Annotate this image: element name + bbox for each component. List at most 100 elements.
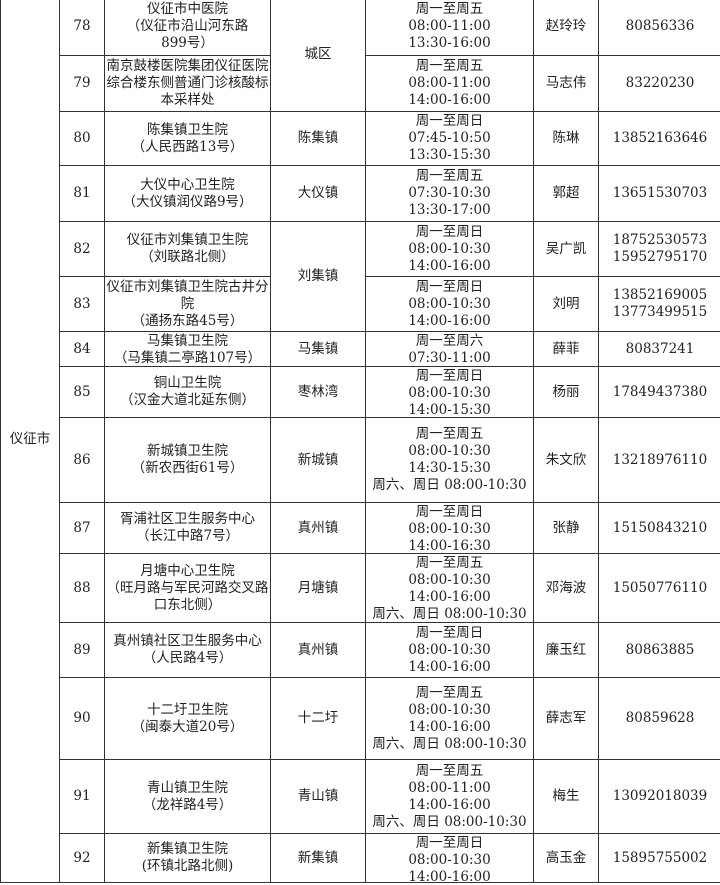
row-number: 89 <box>59 622 105 678</box>
table-row: 86 新城镇卫生院 （新农西街61号） 新城镇 周一至周五 08:00-10:30 14:3… <box>1 417 720 503</box>
contact-person: 杨丽 <box>533 366 599 418</box>
row-number: 91 <box>59 759 105 834</box>
district: 大仪镇 <box>270 165 366 222</box>
contact-person: 陈琳 <box>533 111 599 166</box>
district-line: 城区 <box>304 45 332 62</box>
district-line: 新集镇 <box>297 849 339 866</box>
contact-person-line: 朱文欣 <box>545 451 587 468</box>
service-hours-line: 07:30-10:30 <box>408 185 491 201</box>
phone-number-line: 83220230 <box>625 75 695 91</box>
site-name-address-line: 铜山卫生院 <box>153 375 222 391</box>
contact-person: 刘明 <box>533 276 599 332</box>
service-hours: 周一至周五 08:00-10:30 14:00-16:00 周六、周日 08:00-1… <box>365 553 534 623</box>
row-number-line: 84 <box>73 340 91 357</box>
table-row: 79 南京鼓楼医院集团仪征医院 综合楼东侧普通门诊核酸标 本采样处 周一至周五 08:00… <box>1 55 720 112</box>
service-hours-line: 14:00-16:00 <box>408 658 491 675</box>
service-hours-line: 14:00-16:00 <box>408 588 491 605</box>
contact-person: 郭超 <box>533 165 599 222</box>
district: 陈集镇 <box>270 111 366 166</box>
table-row: 83 仪征市刘集镇卫生院古井分院（通扬东路45号） 周一至周日 08:00-10:30… <box>1 276 720 332</box>
site-name-address-line: 本采样处 <box>160 92 215 108</box>
service-hours: 周一至周五 08:00-10:30 14:30-15:30 周六、周日 08:00-1… <box>365 417 534 503</box>
site-name-address-line: 院 <box>180 295 195 312</box>
row-number: 88 <box>59 553 105 623</box>
contact-person: 吴广凯 <box>533 221 599 277</box>
site-name-address: 仪征市中医院 （仪征市沿山河东路 899号） <box>104 0 271 56</box>
phone-number: 80837241 <box>598 331 720 367</box>
site-name-address: 大仪中心卫生院 （大仪镇润仪路9号） <box>104 165 271 222</box>
service-hours-line: 14:30-15:30 <box>408 460 491 476</box>
site-name-address-line: （马集镇二亭路107号） <box>113 349 262 366</box>
contact-person-line: 薛志军 <box>545 710 587 726</box>
phone-number-line: 80859628 <box>625 710 695 726</box>
site-name-address-line: 胥浦社区卫生服务中心 <box>120 511 255 527</box>
service-hours-line: 周六、周日 08:00-10:30 <box>372 813 527 830</box>
service-hours-line: 14:00-16:00 <box>408 312 491 329</box>
contact-person-line: 赵玲玲 <box>545 17 587 34</box>
service-hours-line: 周六、周日 08:00-10:30 <box>372 735 527 752</box>
contact-person: 马志伟 <box>533 55 599 112</box>
service-hours-line: 周一至周日 <box>415 113 484 129</box>
contact-person: 梅生 <box>533 759 599 834</box>
contact-person: 薛菲 <box>533 331 599 367</box>
site-name-address-line: （仪征市沿山河东路 <box>126 17 249 34</box>
site-name-address-line: 新集镇卫生院 <box>147 841 228 857</box>
site-name-address: 真州镇社区卫生服务中心 （人民路4号） <box>104 622 271 678</box>
phone-number-line: 17849437380 <box>612 383 708 400</box>
site-name-address: 仪征市刘集镇卫生院 （刘联路北侧） <box>104 221 271 277</box>
site-name-address-line: 仪征市刘集镇卫生院古井分 <box>106 278 269 295</box>
service-hours-line: 周一至周五 <box>415 168 484 184</box>
site-name-address-line: 青山镇卫生院 <box>147 779 228 796</box>
row-number-line: 92 <box>73 849 91 866</box>
district: 新集镇 <box>270 833 366 883</box>
service-hours-line: 周一至周日 <box>415 624 484 641</box>
service-hours-line: 周一至周日 <box>415 278 484 295</box>
site-name-address: 新城镇卫生院 （新农西街61号） <box>104 417 271 503</box>
service-hours-line: 周一至周五 <box>415 554 484 571</box>
contact-person-line: 张静 <box>552 519 580 536</box>
service-hours: 周一至周日 08:00-10:30 14:00-15:30 <box>365 366 534 418</box>
site-name-address-line: 月塘中心卫生院 <box>140 562 235 579</box>
district-line: 陈集镇 <box>297 130 339 146</box>
city-cell-line: 仪征市 <box>9 431 51 447</box>
phone-number-line: 13773499515 <box>612 304 708 320</box>
contact-person: 张静 <box>533 502 599 554</box>
phone-number: 15150843210 <box>598 502 720 554</box>
service-hours: 周一至周五 07:30-10:30 13:30-17:00 <box>365 165 534 222</box>
table-row: 80 陈集镇卫生院 （人民西路13号） 陈集镇 周一至周日 07:45-10:50 13:3… <box>1 111 720 166</box>
contact-person-line: 高玉金 <box>545 849 587 866</box>
row-number: 90 <box>59 677 105 760</box>
district-line: 枣林湾 <box>297 383 339 400</box>
site-name-address: 仪征市刘集镇卫生院古井分院（通扬东路45号） <box>104 276 271 332</box>
site-name-address-line: 899号） <box>161 34 214 51</box>
site-name-address-line: （汉金大道北延东侧） <box>120 392 255 408</box>
district-line: 真州镇 <box>297 519 339 536</box>
service-hours-line: 08:00-10:30 <box>408 443 491 459</box>
service-hours-line: 14:00-16:00 <box>408 257 491 274</box>
service-hours-line: 周一至周五 <box>415 762 484 779</box>
phone-number: 13852169005 13773499515 <box>598 276 720 332</box>
site-name-address: 马集镇卫生院 （马集镇二亭路107号） <box>104 331 271 367</box>
service-hours: 周一至周日 08:00-10:30 14:00-16:00 <box>365 622 534 678</box>
site-name-address-line: 新城镇卫生院 <box>147 443 228 459</box>
service-hours-line: 周一至周日 <box>415 223 484 240</box>
contact-person-line: 梅生 <box>552 788 580 804</box>
contact-person-line: 郭超 <box>552 185 580 201</box>
phone-number-line: 15895755002 <box>612 849 708 866</box>
contact-person-line: 吴广凯 <box>545 240 587 257</box>
service-hours-line: 13:30-17:00 <box>408 202 491 218</box>
district: 月塘镇 <box>270 553 366 623</box>
phone-number-line: 80856336 <box>625 17 695 34</box>
service-hours: 周一至周五 08:00-11:00 13:30-16:00 <box>365 0 534 56</box>
site-name-address-line: 真州镇社区卫生服务中心 <box>113 633 262 649</box>
contact-person-line: 薛菲 <box>552 340 580 357</box>
city-cell: 仪征市 <box>0 0 60 883</box>
row-number-line: 86 <box>73 451 91 468</box>
table-row: 89 真州镇社区卫生服务中心 （人民路4号） 真州镇 周一至周日 08:00-10:30 1… <box>1 622 720 678</box>
site-name-address: 铜山卫生院 （汉金大道北延东侧） <box>104 366 271 418</box>
table-row: 92 新集镇卫生院 (环镇北路北侧) 新集镇 周一至周日 08:00-10:30 14:00… <box>1 833 720 883</box>
contact-person-line: 马志伟 <box>545 75 587 91</box>
site-name-address-line: 十二圩卫生院 <box>147 701 228 718</box>
row-number-line: 90 <box>73 710 91 726</box>
